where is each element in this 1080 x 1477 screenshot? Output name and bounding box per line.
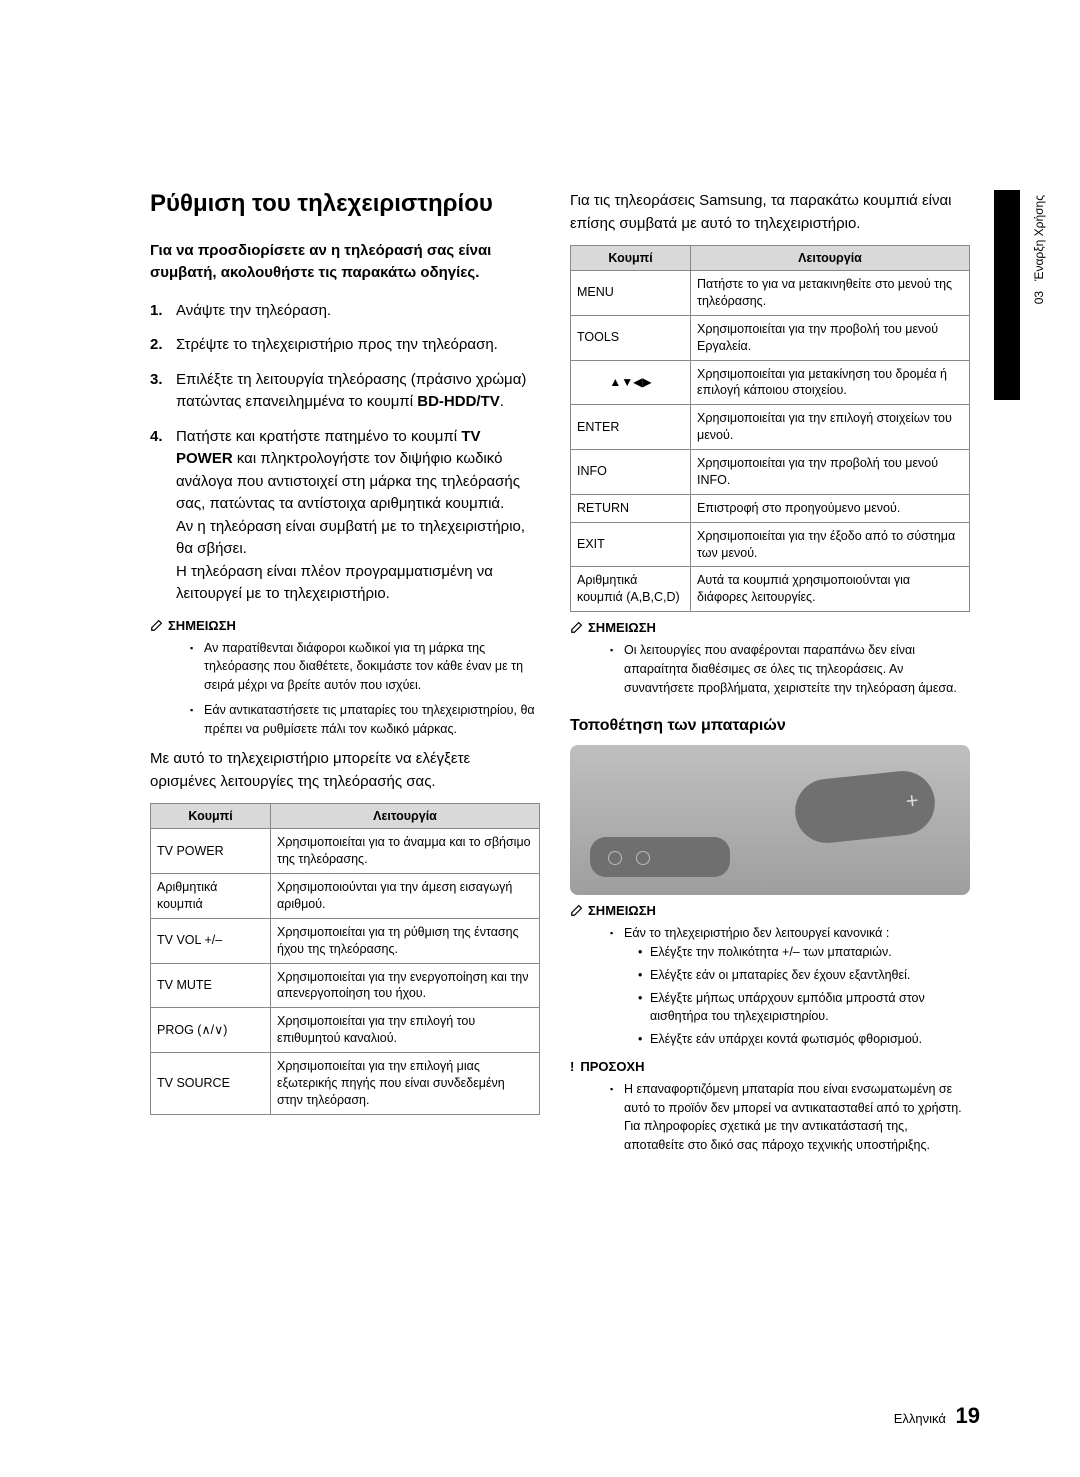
button-name: TV VOL +/– — [151, 918, 271, 963]
step-1: Ανάψτε την τηλεόραση. — [150, 300, 540, 323]
note3-b2: Ελέγξτε εάν οι μπαταρίες δεν έχουν εξαντ… — [638, 966, 970, 985]
note3-b4: Ελέγξτε εάν υπάρχει κοντά φωτισμός φθορι… — [638, 1030, 970, 1049]
button-name: ▲▼◀▶ — [571, 360, 691, 405]
caution-text: Η επαναφορτιζόμενη μπαταρία που είναι εν… — [610, 1080, 970, 1155]
button-function: Χρησιμοποιείται για το άναμμα και το σβή… — [271, 829, 540, 874]
note-heading-1: ΣΗΜΕΙΩΣΗ — [150, 618, 540, 633]
table-row: Αριθμητικά κουμπιάΧρησιμοποιούνται για τ… — [151, 874, 540, 919]
footer-page-no: 19 — [956, 1403, 980, 1428]
button-name: TV POWER — [151, 829, 271, 874]
button-function: Χρησιμοποιούνται για την άμεση εισαγωγή … — [271, 874, 540, 919]
note3-b3: Ελέγξτε μήπως υπάρχουν εμπόδια μπροστά σ… — [638, 989, 970, 1027]
note-icon — [570, 620, 584, 634]
table-row: EXITΧρησιμοποιείται για την έξοδο από το… — [571, 522, 970, 567]
button-name: ENTER — [571, 405, 691, 450]
button-function: Χρησιμοποιείται για την επιλογή στοιχείω… — [691, 405, 970, 450]
caution-list: Η επαναφορτιζόμενη μπαταρία που είναι εν… — [570, 1080, 970, 1155]
battery-image — [570, 745, 970, 895]
t1-h1: Κουμπί — [151, 804, 271, 829]
t2-h2: Λειτουργία — [691, 246, 970, 271]
note-icon — [150, 618, 164, 632]
chapter-tab-text: 03 Έναρξη Χρήσης — [1032, 195, 1046, 304]
table-1: Κουμπί Λειτουργία TV POWERΧρησιμοποιείτα… — [150, 803, 540, 1114]
note1-item1: Αν παρατίθενται διάφοροι κωδικοί για τη … — [190, 639, 540, 695]
button-function: Αυτά τα κουμπιά χρησιμοποιούνται για διά… — [691, 567, 970, 612]
footer-lang: Ελληνικά — [894, 1411, 946, 1426]
note3-lead: Εάν το τηλεχειριστήριο δεν λειτουργεί κα… — [610, 924, 970, 1049]
warning-icon: ! — [570, 1059, 574, 1074]
button-function: Χρησιμοποιείται για τη ρύθμιση της έντασ… — [271, 918, 540, 963]
notes-2: Οι λειτουργίες που αναφέρονται παραπάνω … — [570, 641, 970, 697]
table-row: TV VOL +/–Χρησιμοποιείται για τη ρύθμιση… — [151, 918, 540, 963]
table-row: ENTERΧρησιμοποιείται για την επιλογή στο… — [571, 405, 970, 450]
button-function: Χρησιμοποιείται για την επιλογή του επιθ… — [271, 1008, 540, 1053]
page-footer: Ελληνικά 19 — [894, 1403, 980, 1429]
button-name: RETURN — [571, 494, 691, 522]
page-title: Ρύθμιση του τηλεχειριστηρίου — [150, 190, 540, 218]
button-name: EXIT — [571, 522, 691, 567]
button-name: TV SOURCE — [151, 1053, 271, 1115]
button-name: INFO — [571, 450, 691, 495]
chapter-no: 03 — [1032, 291, 1046, 304]
table-row: TOOLSΧρησιμοποιείται για την προβολή του… — [571, 315, 970, 360]
button-function: Χρησιμοποιείται για την προβολή του μενο… — [691, 450, 970, 495]
notes-3: Εάν το τηλεχειριστήριο δεν λειτουργεί κα… — [570, 924, 970, 1049]
note-heading-2: ΣΗΜΕΙΩΣΗ — [570, 620, 970, 635]
para-1: Με αυτό το τηλεχειριστήριο μπορείτε να ε… — [150, 748, 540, 793]
button-name: TOOLS — [571, 315, 691, 360]
button-name: TV MUTE — [151, 963, 271, 1008]
table-row: TV POWERΧρησιμοποιείται για το άναμμα κα… — [151, 829, 540, 874]
left-column: Ρύθμιση του τηλεχειριστηρίου Για να προσ… — [150, 190, 540, 1161]
table-row: TV MUTEΧρησιμοποιείται για την ενεργοποί… — [151, 963, 540, 1008]
note1-item2: Εάν αντικαταστήσετε τις μπαταρίες του τη… — [190, 701, 540, 739]
table-row: MENUΠατήστε το για να μετακινηθείτε στο … — [571, 271, 970, 316]
button-function: Επιστροφή στο προηγούμενο μενού. — [691, 494, 970, 522]
note3-b1: Ελέγξτε την πολικότητα +/– των μπαταριών… — [638, 943, 970, 962]
step-2: Στρέψτε το τηλεχειριστήριο προς την τηλε… — [150, 334, 540, 357]
button-name: Αριθμητικά κουμπιά — [151, 874, 271, 919]
chapter-tab — [994, 190, 1020, 400]
battery-slot-graphic — [590, 837, 730, 877]
button-function: Χρησιμοποιείται για μετακίνηση του δρομέ… — [691, 360, 970, 405]
table-row: PROG (∧/∨)Χρησιμοποιείται για την επιλογ… — [151, 1008, 540, 1053]
table-row: Αριθμητικά κουμπιά (A,B,C,D)Αυτά τα κουμ… — [571, 567, 970, 612]
button-function: Χρησιμοποιείται για την ενεργοποίηση και… — [271, 963, 540, 1008]
note-icon — [570, 903, 584, 917]
instruction-head: Για να προσδιορίσετε αν η τηλεόρασή σας … — [150, 240, 540, 284]
table-2: Κουμπί Λειτουργία MENUΠατήστε το για να … — [570, 245, 970, 612]
note-heading-3: ΣΗΜΕΙΩΣΗ — [570, 903, 970, 918]
t1-h2: Λειτουργία — [271, 804, 540, 829]
button-name: MENU — [571, 271, 691, 316]
note2-item1: Οι λειτουργίες που αναφέρονται παραπάνω … — [610, 641, 970, 697]
step-3: Επιλέξτε τη λειτουργία τηλεόρασης (πράσι… — [150, 369, 540, 414]
button-function: Χρησιμοποιείται για την επιλογή μιας εξω… — [271, 1053, 540, 1115]
button-name: PROG (∧/∨) — [151, 1008, 271, 1053]
table-row: ▲▼◀▶Χρησιμοποιείται για μετακίνηση του δ… — [571, 360, 970, 405]
para-2: Για τις τηλεοράσεις Samsung, τα παρακάτω… — [570, 190, 970, 235]
right-column: Για τις τηλεοράσεις Samsung, τα παρακάτω… — [570, 190, 970, 1161]
button-function: Χρησιμοποιείται για την έξοδο από το σύσ… — [691, 522, 970, 567]
battery-cell-graphic — [792, 768, 938, 846]
t2-h1: Κουμπί — [571, 246, 691, 271]
chapter-title: Έναρξη Χρήσης — [1032, 195, 1046, 281]
button-function: Πατήστε το για να μετακινηθείτε στο μενο… — [691, 271, 970, 316]
button-name: Αριθμητικά κουμπιά (A,B,C,D) — [571, 567, 691, 612]
table-row: RETURNΕπιστροφή στο προηγούμενο μενού. — [571, 494, 970, 522]
caution-heading: !ΠΡΟΣΟΧΗ — [570, 1059, 970, 1074]
notes-1: Αν παρατίθενται διάφοροι κωδικοί για τη … — [150, 639, 540, 739]
table-row: TV SOURCEΧρησιμοποιείται για την επιλογή… — [151, 1053, 540, 1115]
step-4: Πατήστε και κρατήστε πατημένο το κουμπί … — [150, 426, 540, 606]
table-row: INFOΧρησιμοποιείται για την προβολή του … — [571, 450, 970, 495]
battery-heading: Τοποθέτηση των μπαταριών — [570, 717, 970, 735]
steps-list: Ανάψτε την τηλεόραση. Στρέψτε το τηλεχει… — [150, 300, 540, 606]
button-function: Χρησιμοποιείται για την προβολή του μενο… — [691, 315, 970, 360]
